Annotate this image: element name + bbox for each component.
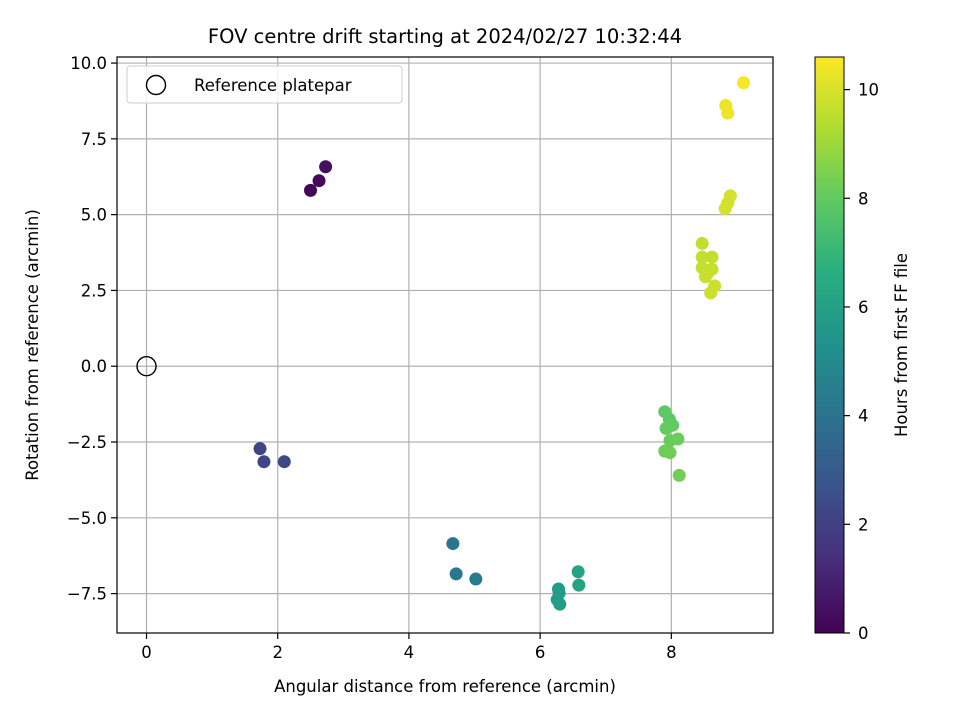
data-point: [553, 597, 567, 611]
grid-lines: [117, 57, 773, 633]
data-point: [253, 442, 267, 456]
colorbar-label: Hours from first FF file: [892, 253, 911, 437]
legend-entry-reference: Reference platepar: [194, 76, 352, 95]
colorbar-tick-label: 8: [858, 189, 869, 208]
data-point: [672, 468, 686, 482]
data-point: [705, 250, 719, 264]
y-tick-label: 10.0: [70, 54, 107, 73]
reference-layer: [136, 356, 157, 377]
data-point: [449, 567, 463, 581]
x-tick-label: 2: [272, 643, 283, 662]
colorbar-gradient: [814, 56, 845, 634]
data-point: [695, 250, 709, 264]
data-point: [446, 537, 460, 551]
x-axis-label: Angular distance from reference (arcmin): [274, 677, 616, 696]
colorbar-tick-label: 2: [858, 515, 869, 534]
colorbar-tick-label: 6: [858, 298, 869, 317]
data-point: [572, 578, 586, 592]
data-point: [257, 455, 271, 469]
data-point: [736, 76, 750, 90]
legend-box: [126, 65, 403, 104]
data-point: [663, 446, 677, 460]
y-tick-label: 2.5: [81, 281, 107, 300]
legend-marker-open-circle: [145, 74, 167, 96]
reference-point: [136, 356, 157, 377]
data-point: [671, 432, 685, 446]
plot-frame: [116, 56, 774, 634]
x-tick-label: 6: [535, 643, 546, 662]
colorbar-ticks: 0 2 4 6 8 10: [844, 81, 879, 643]
y-tick-label: −5.0: [67, 509, 107, 528]
y-tick-label: 7.5: [81, 130, 107, 149]
colorbar-tick-label: 10: [858, 81, 879, 100]
data-point: [304, 183, 318, 197]
x-tick-label: 4: [404, 643, 415, 662]
y-tick-label: 0.0: [81, 357, 107, 376]
data-point: [718, 202, 732, 216]
data-point: [319, 160, 333, 174]
data-point: [312, 174, 326, 188]
data-points: [253, 76, 750, 611]
y-axis-ticks: −7.5 −5.0 −2.5 0.0 2.5 5.0 7.5 10.0: [67, 54, 117, 604]
data-point: [469, 572, 483, 586]
data-point: [571, 565, 585, 579]
x-tick-label: 8: [666, 643, 677, 662]
legend: Reference platepar: [126, 65, 403, 104]
data-point: [277, 455, 291, 469]
data-point: [659, 421, 673, 435]
chart-title: FOV centre drift starting at 2024/02/27 …: [208, 25, 682, 48]
y-tick-label: −7.5: [67, 585, 107, 604]
x-tick-label: 0: [141, 643, 152, 662]
data-point: [704, 286, 718, 300]
y-tick-label: −2.5: [67, 433, 107, 452]
colorbar-tick-label: 4: [858, 407, 869, 426]
colorbar-tick-label: 0: [858, 624, 869, 643]
data-point: [695, 236, 709, 250]
data-point: [721, 106, 735, 120]
x-axis-ticks: 0 2 4 6 8: [141, 633, 677, 662]
y-axis-label: Rotation from reference (arcmin): [23, 209, 42, 481]
data-point: [698, 270, 712, 284]
y-tick-label: 5.0: [81, 206, 107, 225]
colorbar: 0 2 4 6 8 10 Hours from first FF file: [814, 56, 911, 643]
